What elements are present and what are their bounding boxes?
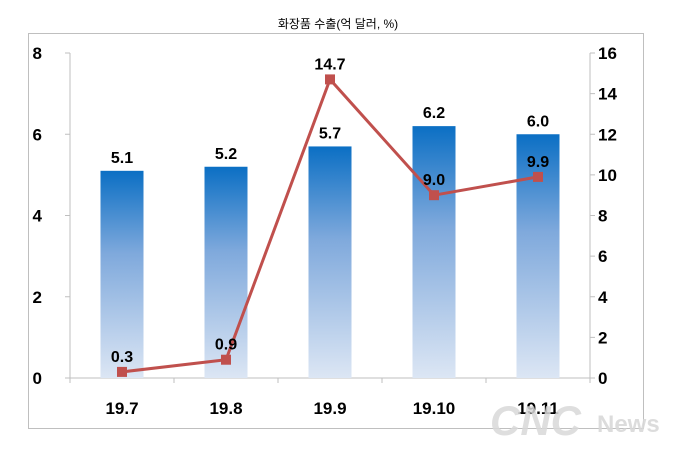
line-data-label: 9.9 xyxy=(527,154,549,171)
bar-data-label: 6.0 xyxy=(527,113,549,130)
bar xyxy=(412,126,456,378)
bar xyxy=(204,166,248,378)
x-tick-label: 19.10 xyxy=(413,399,456,418)
watermark: CNC News xyxy=(490,397,660,444)
line-data-label: 0.9 xyxy=(215,337,237,354)
line-point xyxy=(533,171,543,182)
watermark-logo: CNC xyxy=(490,397,582,444)
line-data-label: 0.3 xyxy=(111,349,133,366)
bar-data-label: 5.1 xyxy=(111,150,133,167)
right-tick-label: 8 xyxy=(598,207,607,226)
chart-title: 화장품 수출(억 달러, %) xyxy=(278,17,398,31)
left-tick-label: 4 xyxy=(33,207,43,226)
x-tick-label: 19.8 xyxy=(209,399,242,418)
left-tick-label: 6 xyxy=(33,125,42,144)
chart-frame xyxy=(28,33,644,429)
line-point xyxy=(117,366,127,377)
x-tick-label: 19.11 xyxy=(517,399,559,418)
x-tick-label: 19.9 xyxy=(313,399,346,418)
right-tick-label: 6 xyxy=(598,247,607,266)
right-tick-label: 2 xyxy=(598,328,607,347)
right-tick-label: 14 xyxy=(598,85,617,104)
bar-data-label: 6.2 xyxy=(423,105,445,122)
right-tick-label: 0 xyxy=(598,369,607,388)
bar-data-label: 5.2 xyxy=(215,146,237,163)
line-point xyxy=(429,190,439,201)
watermark-suffix: News xyxy=(597,411,660,438)
line-data-label: 14.7 xyxy=(314,56,345,73)
bar-data-label: 5.7 xyxy=(319,125,341,142)
line-point xyxy=(325,74,335,85)
bar xyxy=(100,170,144,378)
plot-area: 0 2 4 6 8 0 2 4 6 8 10 12 14 16 19.7 19.8 19.9 19.10 19.11… xyxy=(33,44,618,418)
right-tick-label: 16 xyxy=(598,44,617,63)
right-tick-label: 10 xyxy=(598,166,617,185)
right-tick-label: 4 xyxy=(598,288,608,307)
left-tick-label: 0 xyxy=(33,369,42,388)
left-tick-label: 2 xyxy=(33,288,42,307)
line-point xyxy=(221,354,231,365)
x-tick-label: 19.7 xyxy=(105,399,138,418)
bar xyxy=(308,146,352,378)
line-data-label: 9.0 xyxy=(423,172,445,189)
right-tick-label: 12 xyxy=(598,125,617,144)
left-tick-label: 8 xyxy=(33,44,42,63)
